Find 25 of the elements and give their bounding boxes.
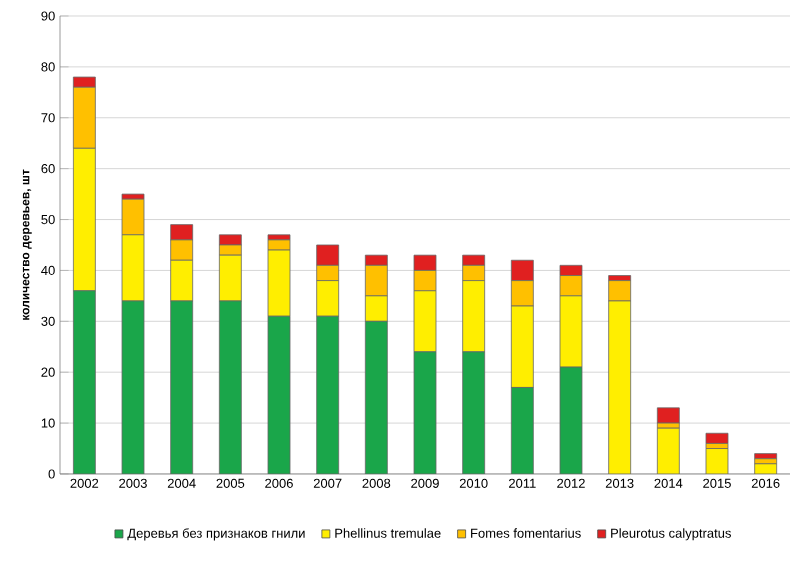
bar (218, 254, 242, 302)
bar (656, 407, 680, 424)
bar (316, 280, 340, 317)
bar (267, 239, 291, 251)
bar (462, 351, 486, 474)
bar (267, 315, 291, 474)
bar (267, 234, 291, 241)
bar (462, 280, 486, 353)
bar (316, 315, 340, 474)
bar (72, 147, 96, 292)
bar (510, 305, 534, 388)
bar (413, 351, 437, 474)
bar (121, 198, 145, 236)
bar (170, 259, 194, 302)
bar (510, 387, 534, 474)
bar (364, 320, 388, 474)
bar (170, 300, 194, 474)
bar (121, 300, 145, 474)
bar (364, 295, 388, 322)
bar (608, 280, 632, 302)
bar (72, 290, 96, 474)
bar (656, 427, 680, 474)
bar (705, 432, 729, 444)
bar (218, 300, 242, 474)
bar (608, 300, 632, 474)
